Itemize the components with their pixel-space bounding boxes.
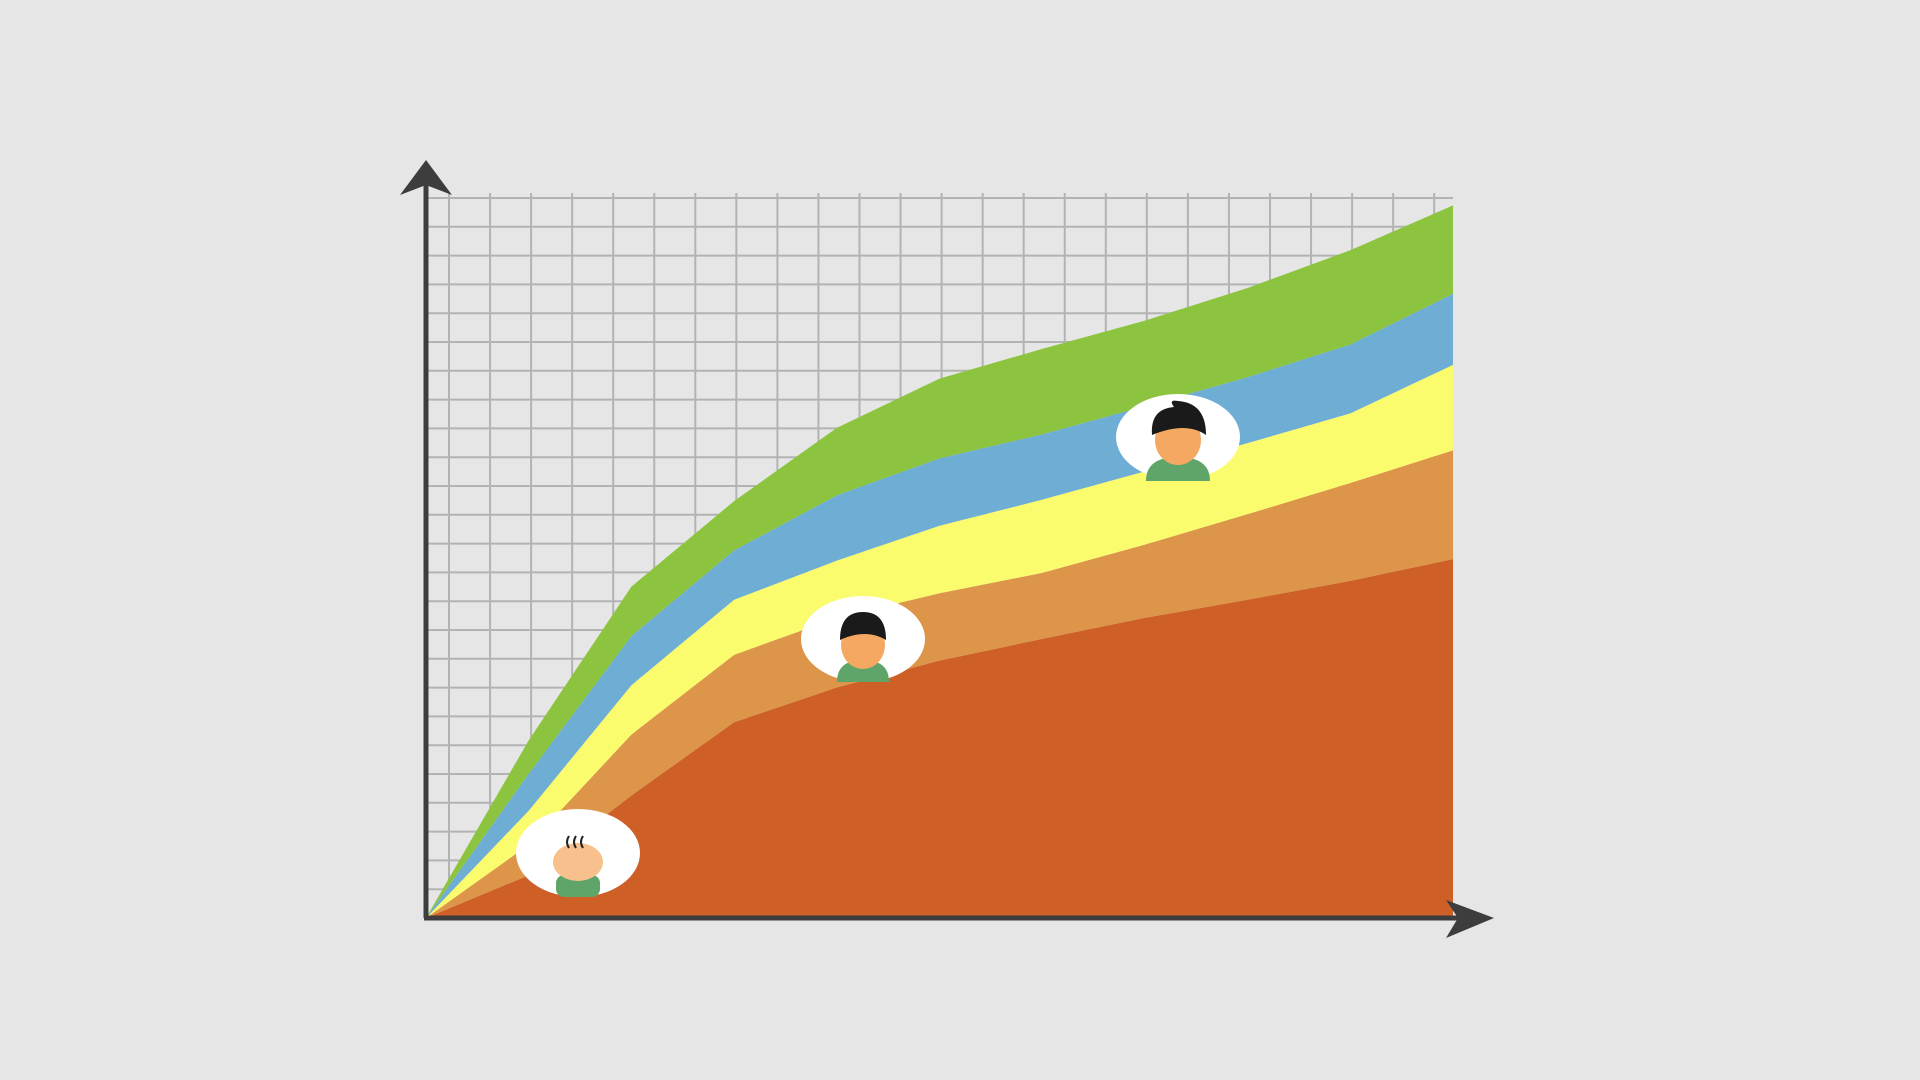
area — [426, 559, 1453, 918]
area — [426, 205, 1453, 918]
avatar-child — [801, 596, 925, 682]
y-axis-arrow — [400, 160, 452, 195]
avatar-baby — [516, 809, 640, 897]
avatar-adult — [1116, 394, 1240, 481]
axes — [400, 160, 1494, 938]
x-axis-arrow — [1446, 900, 1494, 938]
area — [426, 364, 1453, 918]
area — [426, 450, 1453, 918]
